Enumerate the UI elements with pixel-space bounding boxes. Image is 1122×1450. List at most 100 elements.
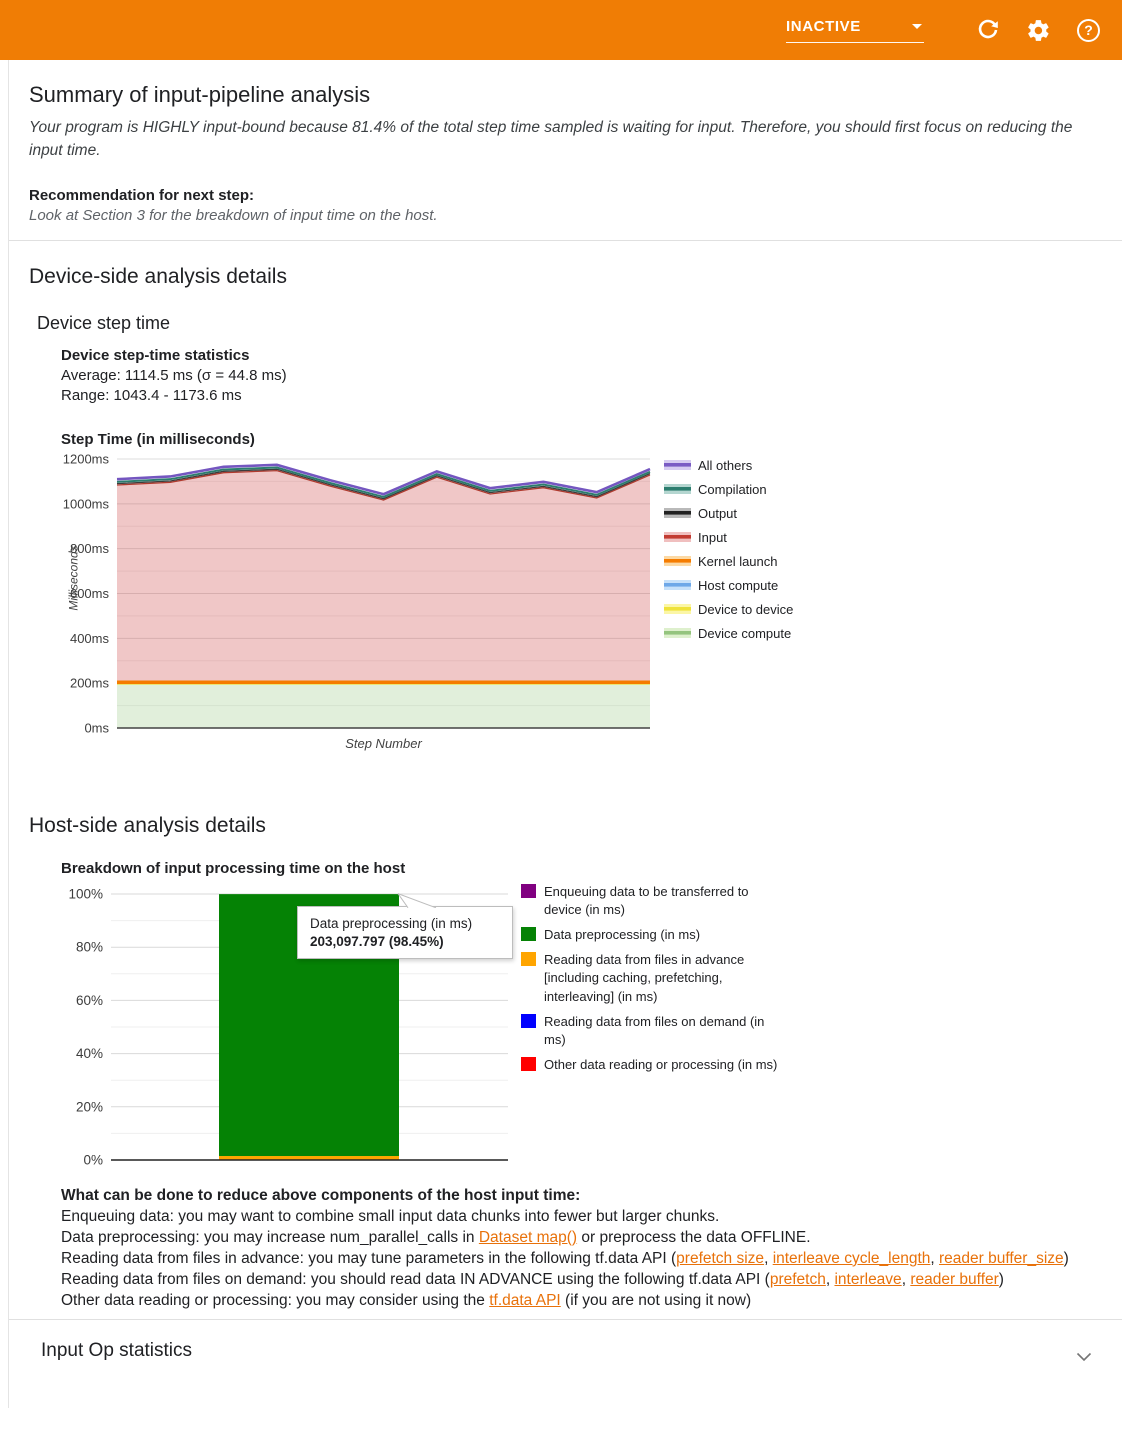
app-bar: INACTIVE ? [0, 0, 1122, 60]
legend-label: Data preprocessing (in ms) [544, 927, 701, 943]
advice-link[interactable]: Dataset map() [478, 1228, 578, 1246]
advice-text: ) [1063, 1249, 1069, 1267]
legend-swatch [521, 927, 536, 942]
advice-text: ) [998, 1270, 1004, 1288]
input-op-statistics-title: Input Op statistics [41, 1340, 193, 1362]
advice-text: Reading data from files on demand: you s… [61, 1270, 770, 1288]
device-chart-ylabel: Milliseconds [66, 544, 81, 611]
svg-text:80%: 80% [76, 939, 103, 954]
section-divider [9, 1319, 1122, 1321]
legend-label: Other data reading or processing (in ms) [544, 1057, 778, 1073]
summary-text: Your program is HIGHLY input-bound becau… [29, 119, 1073, 160]
gear-icon [1028, 19, 1049, 41]
advice-text: Enqueuing data: you may want to combine … [61, 1207, 720, 1225]
legend-item: Host compute [664, 578, 793, 593]
legend-item: Input [664, 530, 793, 545]
host-chart-title: Breakdown of input processing time on th… [61, 859, 406, 877]
tooltip-pointer [397, 892, 437, 908]
legend-item: Enqueuing data to be transferred to devi… [521, 883, 789, 919]
advice-link[interactable]: prefetch [769, 1270, 826, 1288]
legend-swatch [664, 628, 691, 639]
advice-line: Enqueuing data: you may want to combine … [61, 1206, 1075, 1227]
recommendation-label: Recommendation for next step: [29, 186, 255, 204]
section-divider [9, 239, 1122, 241]
legend-label: Device compute [698, 625, 792, 641]
legend-label: Enqueuing data to be transferred to devi… [544, 883, 749, 917]
legend-swatch [664, 556, 691, 567]
legend-swatch [521, 883, 536, 898]
svg-text:100%: 100% [68, 886, 103, 901]
device-step-time-chart[interactable]: 0ms 200ms 400ms 600ms 800ms 1000ms 1200ms Step … [49, 446, 664, 758]
advice-line: Reading data from files in advance: you … [61, 1248, 1075, 1269]
legend-swatch [664, 484, 691, 495]
svg-text:0ms: 0ms [84, 720, 109, 735]
legend-label: Input [698, 529, 727, 545]
legend-swatch [664, 532, 691, 543]
advice-text: , [901, 1270, 911, 1288]
settings-button[interactable] [1026, 18, 1051, 43]
advice-text: Reading data from files in advance: you … [61, 1249, 677, 1267]
legend-item: Reading data from files on demand (in ms… [521, 1013, 789, 1049]
help-button[interactable]: ? [1077, 18, 1100, 42]
legend-item: Device to device [664, 602, 793, 617]
advice-text: Data preprocessing: you may increase num… [61, 1228, 479, 1246]
device-step-time-stats: Device step-time statistics Average: 111… [61, 346, 1102, 407]
host-chart-area: 0% 20% 40% 60% 80% 100% Enqueuing data to be … [49, 877, 1102, 1179]
advice-link[interactable]: interleave [834, 1270, 902, 1288]
refresh-button[interactable] [976, 18, 1000, 42]
legend-item: Other data reading or processing (in ms) [521, 1056, 789, 1074]
tooltip-label: Data preprocessing (in ms) [310, 915, 473, 931]
svg-text:200ms: 200ms [70, 675, 110, 690]
advice-line: Reading data from files on demand: you s… [61, 1269, 1075, 1290]
legend-item: Output [664, 506, 793, 521]
svg-text:40%: 40% [76, 1046, 103, 1061]
legend-label: Reading data from files in advance [incl… [544, 952, 745, 1004]
host-section-title: Host-side analysis details [29, 813, 266, 837]
legend-swatch [664, 508, 691, 519]
advice-link[interactable]: reader buffer_size [939, 1249, 1064, 1267]
advice-text: Other data reading or processing: you ma… [61, 1292, 490, 1310]
legend-swatch [664, 604, 691, 615]
legend-item: Device compute [664, 626, 793, 641]
svg-text:Step Number: Step Number [345, 736, 422, 751]
host-chart-legend: Enqueuing data to be transferred to devi… [521, 883, 789, 1082]
stats-title: Device step-time statistics [61, 346, 250, 364]
svg-text:60%: 60% [76, 993, 103, 1008]
chevron-down-icon [912, 23, 922, 29]
legend-swatch [521, 952, 536, 967]
stats-average: Average: 1114.5 ms (σ = 44.8 ms) [61, 366, 287, 384]
advice-link[interactable]: interleave cycle_length [772, 1249, 931, 1267]
recommendation-text: Look at Section 3 for the breakdown of i… [29, 206, 438, 224]
legend-label: Compilation [698, 481, 767, 497]
advice-line: Other data reading or processing: you ma… [61, 1290, 1075, 1311]
help-icon: ? [1077, 18, 1100, 42]
main-content: Summary of input-pipeline analysis Your … [8, 60, 1122, 1409]
legend-item: Kernel launch [664, 554, 793, 569]
legend-item: Data preprocessing (in ms) [521, 926, 789, 944]
advice-text: or preprocess the data OFFLINE. [577, 1228, 811, 1246]
page-title: Summary of input-pipeline analysis [29, 82, 371, 107]
chart-tooltip: Data preprocessing (in ms) 203,097.797 (… [297, 892, 513, 959]
legend-item: Compilation [664, 482, 793, 497]
svg-text:0%: 0% [83, 1152, 103, 1167]
advice-link[interactable]: tf.data API [489, 1292, 561, 1310]
input-op-statistics-panel[interactable]: Input Op statistics [9, 1320, 1122, 1408]
device-chart-title: Step Time (in milliseconds) [61, 430, 255, 448]
capture-status-dropdown[interactable]: INACTIVE [786, 18, 924, 43]
advice-link[interactable]: reader buffer [910, 1270, 999, 1288]
advice-line: Data preprocessing: you may increase num… [61, 1227, 1075, 1248]
svg-text:1000ms: 1000ms [63, 496, 110, 511]
device-side-section: Device-side analysis details Device step… [9, 241, 1122, 758]
legend-swatch [521, 1057, 536, 1072]
advice-title: What can be done to reduce above compone… [61, 1186, 581, 1204]
device-section-title: Device-side analysis details [29, 264, 287, 288]
legend-label: Device to device [698, 601, 794, 617]
refresh-icon [978, 19, 998, 39]
chevron-down-icon[interactable] [1076, 1352, 1092, 1362]
svg-text:600ms: 600ms [70, 586, 110, 601]
svg-text:800ms: 800ms [70, 541, 110, 556]
legend-swatch [664, 460, 691, 471]
legend-label: Output [698, 505, 738, 521]
device-chart-legend: All others Compilation Output Input Kernel l… [664, 446, 793, 758]
advice-link[interactable]: prefetch size [676, 1249, 765, 1267]
